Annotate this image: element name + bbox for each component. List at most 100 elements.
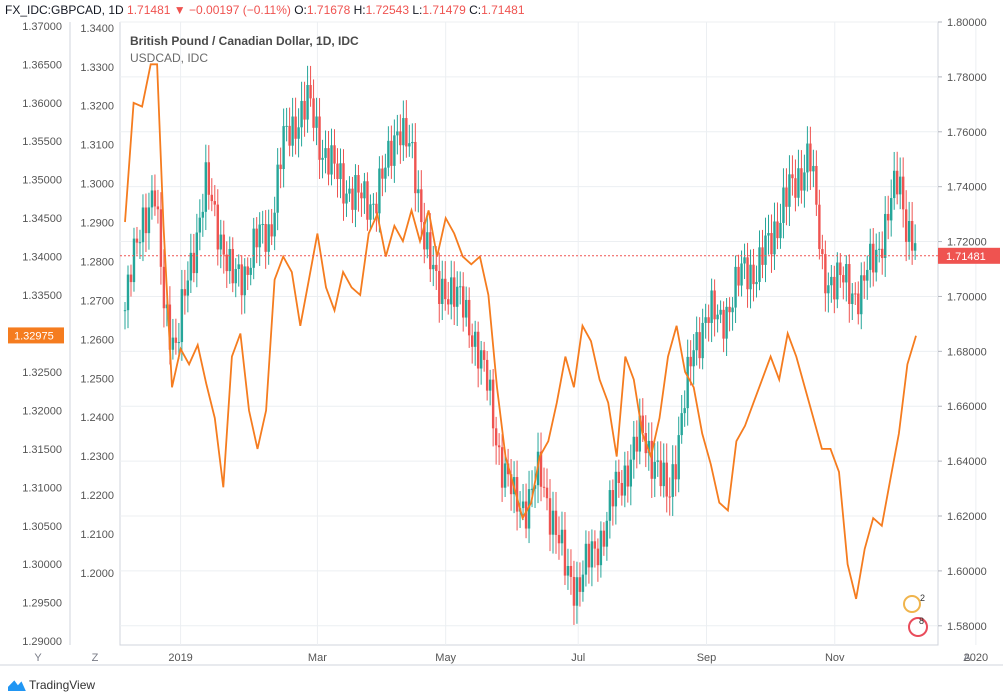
candle-body <box>650 440 653 479</box>
candle-body <box>698 332 701 359</box>
open-value: 1.71678 <box>306 3 351 17</box>
candle-body <box>342 163 345 204</box>
candle-body <box>123 310 127 312</box>
left-outer-tick-label: 1.32500 <box>22 367 62 379</box>
axis-button-z[interactable]: Z <box>92 652 99 664</box>
candle-body <box>177 342 181 344</box>
left-inner-tick-label: 1.3100 <box>80 140 114 152</box>
candle-body <box>809 143 812 172</box>
candle-body <box>851 293 854 305</box>
x-tick-label: Mar <box>308 652 327 664</box>
axis-button-a[interactable]: A <box>963 652 971 664</box>
candle-body <box>485 359 489 391</box>
candle-body <box>494 428 498 446</box>
candle-body <box>599 530 603 566</box>
candle-body <box>659 460 662 487</box>
candle-body <box>321 157 324 160</box>
left-outer-tick-label: 1.29500 <box>22 598 62 610</box>
candle-body <box>719 309 722 315</box>
candle-body <box>907 221 911 242</box>
candle-body <box>554 510 558 535</box>
candle-body <box>264 223 267 252</box>
left-inner-tick-label: 1.3300 <box>80 62 114 74</box>
candle-body <box>479 350 483 369</box>
candle-body <box>797 168 800 198</box>
candle-body <box>330 145 333 175</box>
candle-body <box>381 168 384 179</box>
candle-body <box>752 264 755 285</box>
left-inner-tick-label: 1.2200 <box>80 490 114 502</box>
candle-body <box>707 317 710 323</box>
candle-body <box>324 148 327 158</box>
candle-body <box>228 248 231 272</box>
candle-body <box>219 234 222 250</box>
candle-body <box>345 193 348 204</box>
candle-body <box>387 140 390 168</box>
candle-body <box>180 289 184 343</box>
candle-body <box>803 172 806 191</box>
candle-body <box>246 266 249 275</box>
close-value: 1.71481 <box>481 3 525 17</box>
candle-body <box>210 194 213 202</box>
candle-body <box>904 209 908 242</box>
candle-body <box>569 565 573 577</box>
candle-body <box>548 498 552 535</box>
candle-body <box>587 543 591 568</box>
candle-body <box>462 286 465 318</box>
right-tick-label: 1.80000 <box>947 17 987 29</box>
candle-body <box>333 145 336 164</box>
candle-body <box>309 85 312 99</box>
candle-body <box>818 204 821 250</box>
candle-body <box>881 248 884 258</box>
candle-body <box>285 125 288 127</box>
candle-body <box>701 322 704 359</box>
candle-body <box>276 164 279 213</box>
candle-body <box>447 299 450 305</box>
tradingview-logo[interactable]: TradingView <box>8 678 95 692</box>
candle-body <box>354 175 357 210</box>
left-inner-tick-label: 1.3000 <box>80 179 114 191</box>
candle-body <box>488 379 492 391</box>
candle-body <box>225 254 228 272</box>
candle-body <box>240 264 243 296</box>
candle-body <box>261 223 264 225</box>
candle-body <box>147 207 151 234</box>
candle-body <box>375 203 378 214</box>
candle-body <box>135 238 139 243</box>
x-tick-label: Sep <box>697 652 717 664</box>
candle-body <box>737 266 740 286</box>
candle-body <box>384 167 387 179</box>
usdcad-overlay <box>124 63 917 600</box>
candle-body <box>141 207 145 243</box>
candle-body <box>470 335 474 347</box>
candle-body <box>282 126 285 170</box>
axis-button-y[interactable]: Y <box>34 652 42 664</box>
left-outer-tick-label: 1.30000 <box>22 559 62 571</box>
candle-body <box>764 235 767 265</box>
candle-body <box>593 541 597 549</box>
candle-body <box>126 274 130 311</box>
candle-body <box>339 163 342 180</box>
right-tick-label: 1.60000 <box>947 566 987 578</box>
high-value: 1.72543 <box>365 3 410 17</box>
candle-body <box>806 143 809 173</box>
candle-body <box>788 174 791 207</box>
candle-body <box>794 178 797 198</box>
left-inner-tick-label: 1.2400 <box>80 412 114 424</box>
candle-body <box>845 264 848 283</box>
candle-body <box>713 290 716 320</box>
right-tick-label: 1.72000 <box>947 237 987 249</box>
candle-body <box>312 98 315 128</box>
legend-overlay-series: USDCAD, IDC <box>130 51 209 65</box>
candle-body <box>566 565 570 576</box>
candle-body <box>372 203 375 205</box>
high-label: H: <box>353 3 366 17</box>
candle-body <box>551 510 555 535</box>
left-outer-tick-label: 1.37000 <box>22 21 62 33</box>
candle-body <box>842 275 845 283</box>
candle-body <box>360 192 363 199</box>
candle-body <box>168 304 172 350</box>
left-outer-tick-label: 1.32000 <box>22 405 62 417</box>
right-tick-label: 1.64000 <box>947 456 987 468</box>
left-outer-tick-label: 1.31500 <box>22 444 62 456</box>
